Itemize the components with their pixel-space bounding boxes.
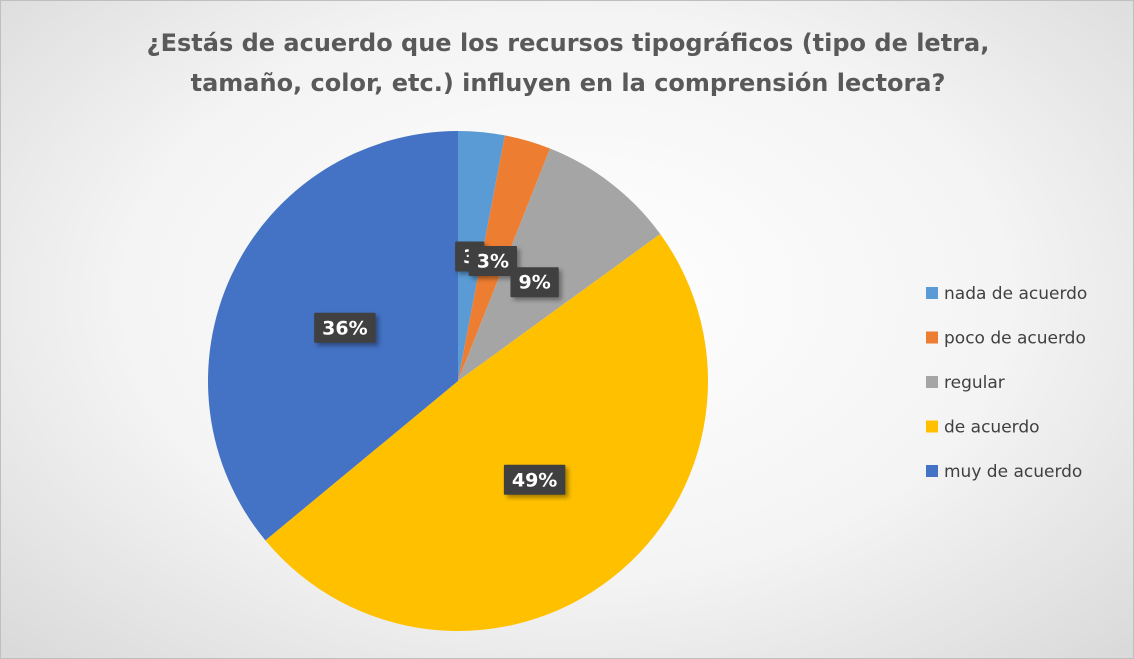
data-label: 9% [518, 272, 550, 294]
data-label-box [503, 464, 566, 495]
legend-swatch [926, 465, 938, 477]
legend-swatch [926, 376, 938, 388]
pie-slice [265, 234, 709, 632]
data-label: 36% [322, 317, 367, 339]
data-label-box [468, 245, 518, 276]
data-label: 3% [477, 250, 509, 272]
legend-label: poco de acuerdo [944, 329, 1086, 349]
legend-swatch [926, 287, 938, 299]
legend-label: regular [944, 373, 1005, 393]
pie-slice [458, 148, 661, 381]
data-label: 49% [512, 469, 557, 491]
legend-label: muy de acuerdo [944, 462, 1082, 482]
legend-swatch [926, 420, 938, 433]
data-label-box [510, 267, 559, 298]
data-label-box [314, 312, 376, 343]
chart-title: ¿Estás de acuerdo que los recursos tipog… [146, 29, 990, 97]
legend-label: de acuerdo [944, 418, 1040, 438]
legend-label: nada de acuerdo [944, 284, 1087, 304]
legend-swatch [926, 331, 938, 344]
